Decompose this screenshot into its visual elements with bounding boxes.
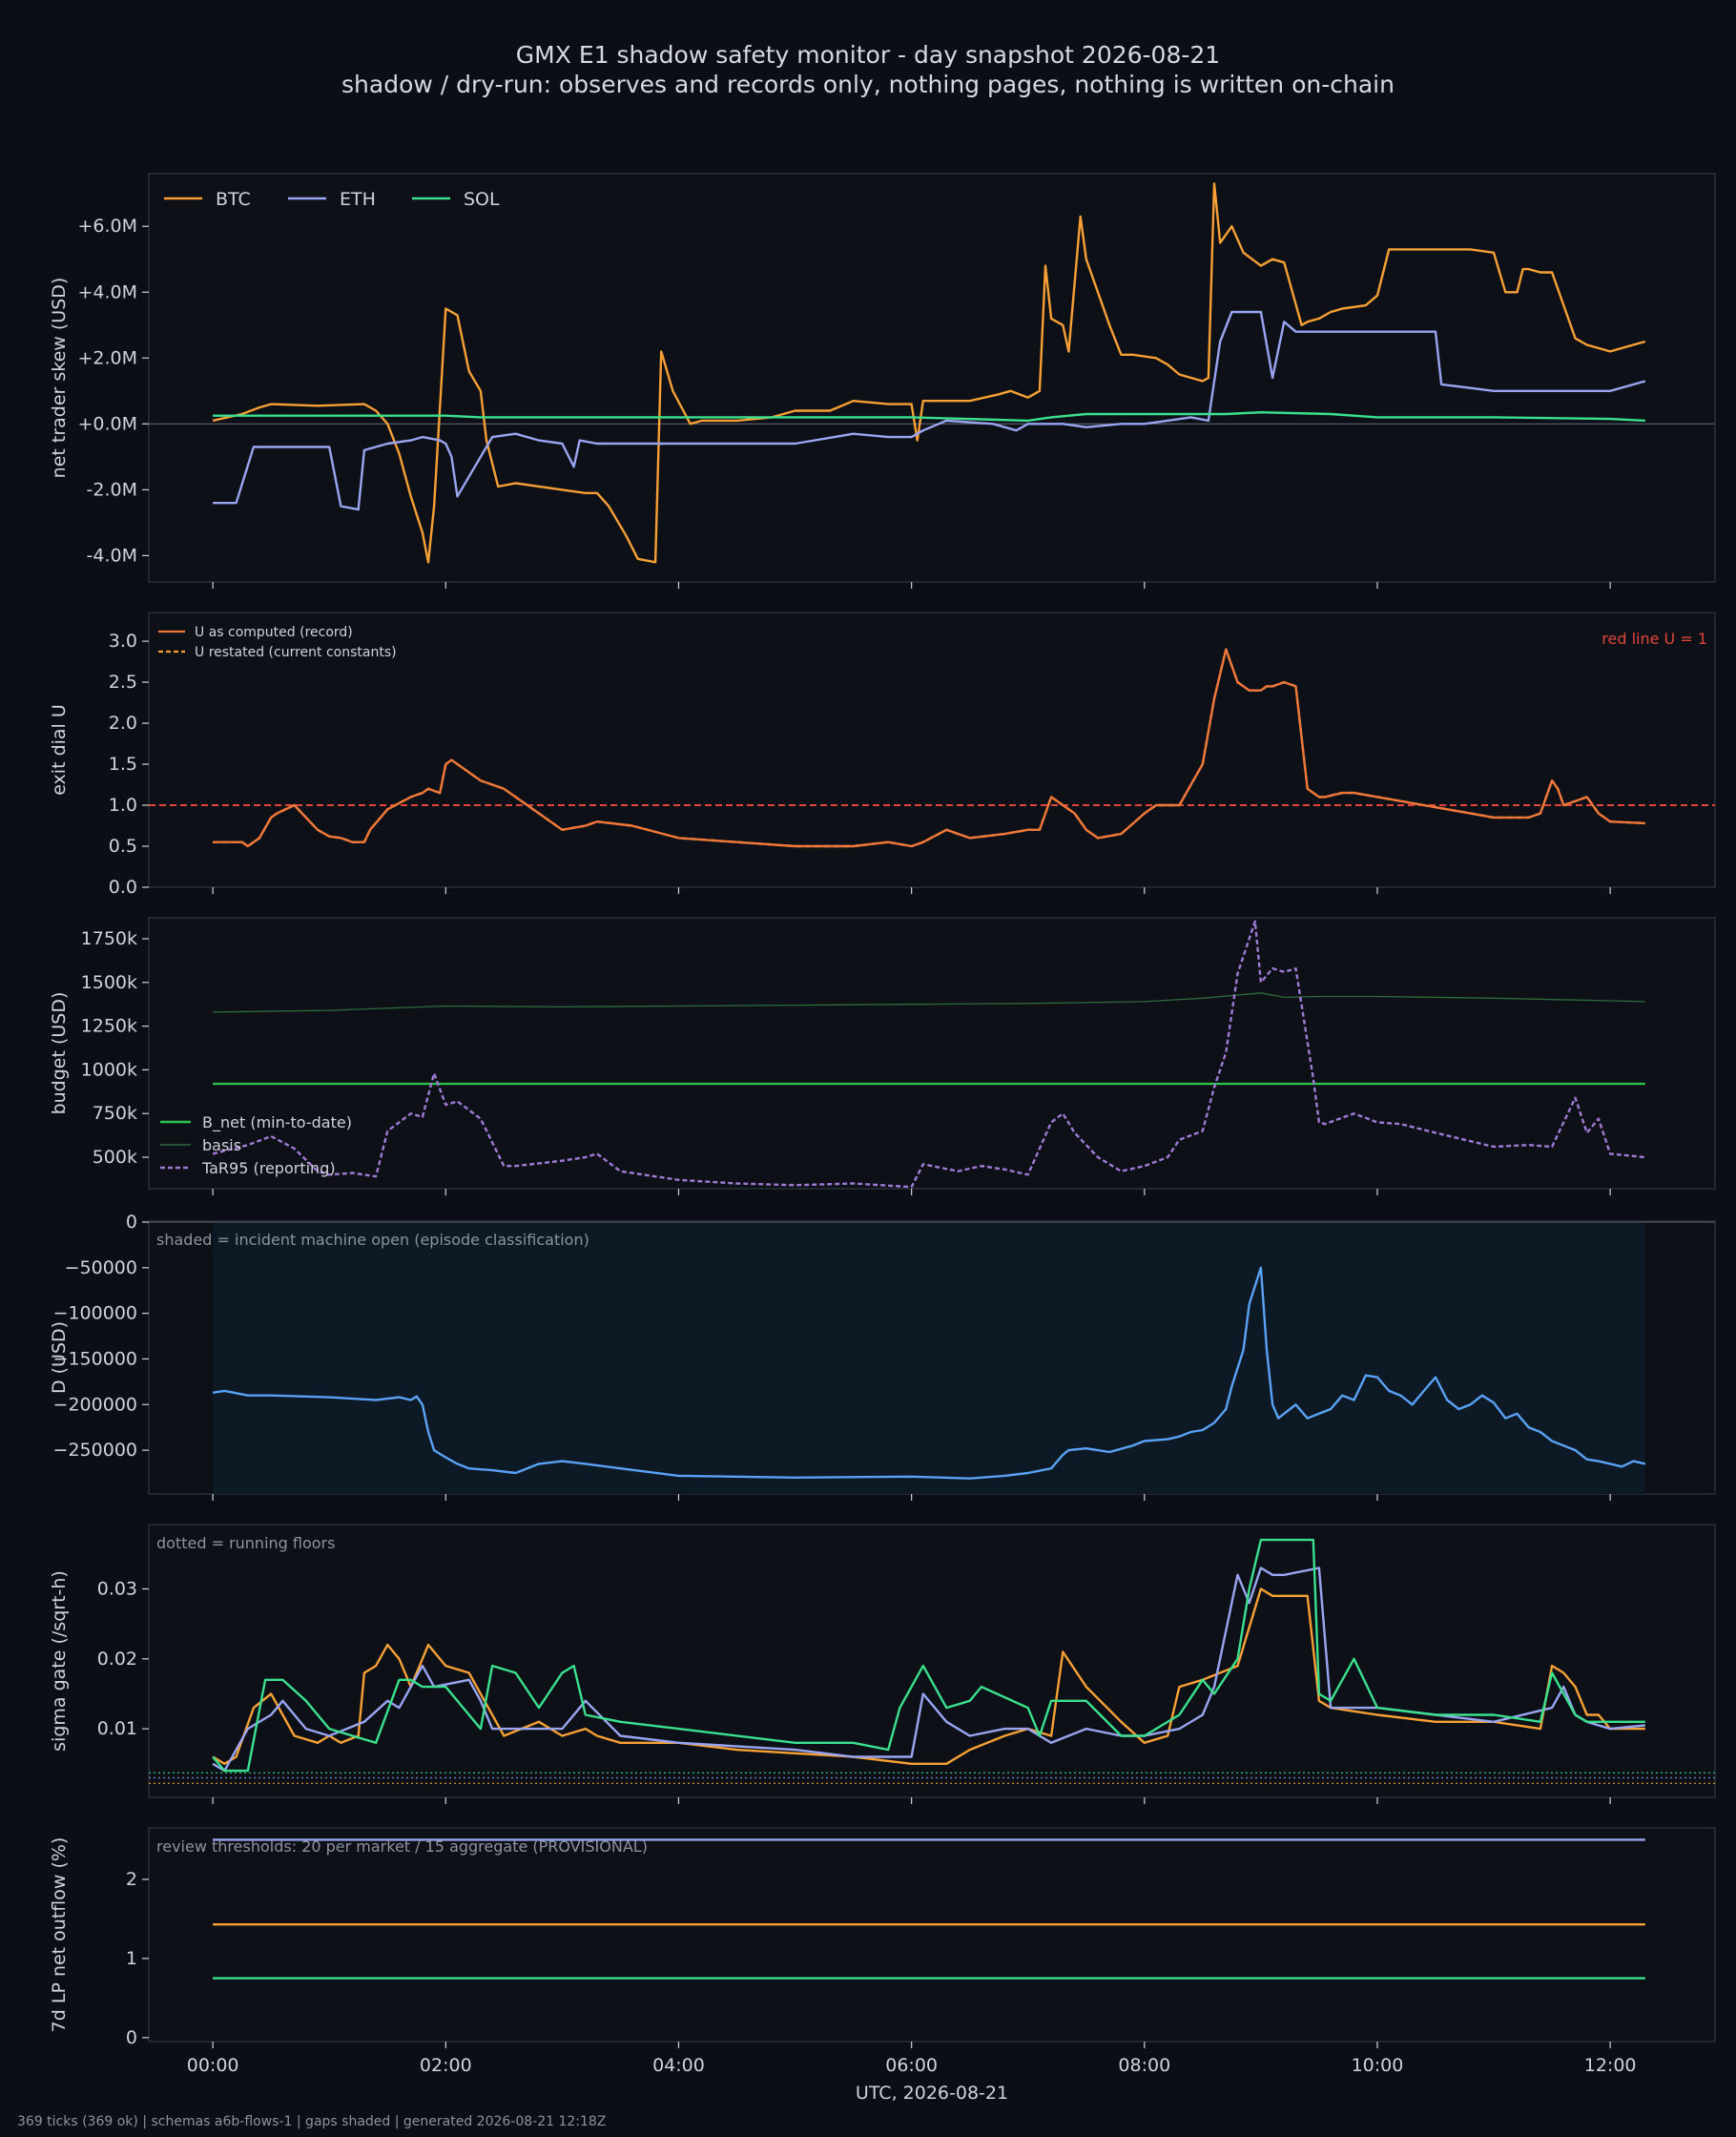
data-layer: [212, 182, 1646, 564]
panel-sigma: 0.01 0.02 0.03 sigma gate (/sqrt-h) dotted =…: [49, 1524, 1716, 1804]
footer-status: 369 ticks (369 ok) | schemas a6b-flows-1…: [17, 2114, 606, 2129]
x-tick-label: 08:00: [1118, 2055, 1170, 2076]
y-tick-label: 0: [126, 2027, 137, 2048]
y-axis-label: exit dial U: [49, 704, 70, 796]
panel-frame: [148, 1827, 1716, 2043]
y-tick-label: 0.0: [109, 877, 137, 898]
legend-label: U restated (current constants): [195, 645, 397, 660]
y-tick-label: −50000: [65, 1257, 137, 1278]
y-axis-label: budget (USD): [49, 992, 70, 1115]
y-tick-label: +4.0M: [77, 281, 137, 302]
series-line-d: [212, 1266, 1646, 1480]
panel-note: shaded = incident machine open (episode …: [156, 1231, 589, 1249]
x-tick-label: 06:00: [885, 2055, 938, 2076]
data-layer: [213, 1838, 1645, 1980]
panel-skew: -4.0M -2.0M +0.0M +2.0M +4.0M +6.0M net trader…: [49, 173, 1716, 589]
y-axis-label: sigma gate (/sqrt-h): [49, 1570, 70, 1752]
y-tick-label: −100000: [53, 1303, 137, 1324]
legend-label: ETH: [340, 189, 376, 210]
y-tick-label: 1.5: [109, 754, 137, 775]
y-tick-label: −250000: [53, 1440, 137, 1461]
series-line-u-as-computed-record-: [213, 648, 1645, 848]
x-axis-label: UTC, 2026-08-21: [856, 2083, 1008, 2104]
series-line-btc: [212, 1587, 1645, 1765]
y-tick-label: 2: [126, 1869, 137, 1890]
series-line-eth: [213, 310, 1646, 511]
y-tick-label: 1: [126, 1948, 137, 1969]
y-tick-label: +0.0M: [77, 413, 137, 434]
x-tick-label: 04:00: [652, 2055, 705, 2076]
y-axis-label: D (USD): [49, 1321, 70, 1394]
y-axis-label: 7d LP net outflow (%): [49, 1837, 70, 2033]
y-tick-label: 1750k: [81, 928, 137, 949]
data-layer: [212, 1266, 1646, 1480]
y-tick-label: 3.0: [109, 631, 137, 652]
y-tick-label: 0.5: [109, 836, 137, 857]
red-line-label: red line U = 1: [1602, 630, 1707, 648]
y-tick-label: −150000: [53, 1348, 137, 1369]
y-tick-label: 0: [126, 1212, 137, 1233]
legend-label: B_net (min-to-date): [202, 1113, 352, 1132]
y-tick-label: 1.0: [109, 795, 137, 816]
data-layer: [212, 920, 1645, 1189]
y-tick-label: 1000k: [81, 1059, 137, 1080]
series-line-btc: [212, 182, 1646, 564]
data-layer: [149, 1538, 1715, 1784]
y-tick-label: 1250k: [81, 1016, 137, 1037]
y-axis-label: net trader skew (USD): [49, 278, 70, 479]
y-tick-label: 1500k: [81, 972, 137, 993]
y-tick-label: 0.03: [97, 1578, 137, 1599]
panel-frame: [148, 917, 1716, 1190]
y-tick-label: −200000: [53, 1394, 137, 1415]
y-tick-label: 0.02: [97, 1649, 137, 1670]
panel-budget: 500k 750k 1000k 1250k 1500k 1750k budget (USD)…: [49, 917, 1716, 1195]
legend-label: TaR95 (reporting): [201, 1159, 336, 1177]
panel-drawdown: 0 −50000 −100000 −150000 −200000 −250000 D (US…: [49, 1212, 1716, 1501]
series-line-sol: [212, 1538, 1645, 1773]
incident-shading: [213, 1221, 1645, 1494]
y-tick-label: 2.0: [109, 713, 137, 734]
y-tick-label: +6.0M: [77, 216, 137, 237]
y-tick-label: -4.0M: [87, 545, 137, 566]
legend-label: basis: [202, 1136, 241, 1154]
series-line-sol: [213, 411, 1645, 423]
y-tick-label: 0.01: [97, 1718, 137, 1739]
legend-label: SOL: [464, 189, 500, 210]
series-line-basis: [213, 992, 1645, 1013]
legend-label: U as computed (record): [195, 625, 353, 640]
y-tick-label: +2.0M: [77, 347, 137, 368]
data-layer: [149, 648, 1715, 848]
panel-frame: [148, 612, 1716, 888]
panel-frame: [148, 1524, 1716, 1798]
y-tick-label: 500k: [93, 1147, 137, 1168]
chart-panels: -4.0M -2.0M +0.0M +2.0M +4.0M +6.0M net trader…: [49, 173, 1716, 2104]
series-line-eth: [212, 1566, 1645, 1773]
legend-label: BTC: [216, 189, 251, 210]
panel-note: dotted = running floors: [156, 1534, 335, 1552]
y-tick-label: 750k: [93, 1103, 137, 1124]
panel-outflow: 0 1 2 7d LP net outflow (%) review threshold…: [49, 1827, 1716, 2104]
panel-note: review thresholds: 20 per market / 15 ag…: [156, 1837, 648, 1856]
x-tick-label: 10:00: [1352, 2055, 1404, 2076]
y-tick-label: -2.0M: [87, 479, 137, 500]
figure-subtitle: shadow / dry-run: observes and records o…: [341, 71, 1395, 98]
x-tick-label: 02:00: [420, 2055, 472, 2076]
panel-frame: [148, 173, 1716, 583]
panel-exit: 0.0 0.5 1.0 1.5 2.0 2.5 3.0 exit dial U red line…: [49, 612, 1716, 898]
y-tick-label: 2.5: [109, 672, 137, 693]
x-tick-label: 12:00: [1584, 2055, 1637, 2076]
figure-title: GMX E1 shadow safety monitor - day snaps…: [516, 41, 1220, 69]
x-tick-label: 00:00: [187, 2055, 239, 2076]
